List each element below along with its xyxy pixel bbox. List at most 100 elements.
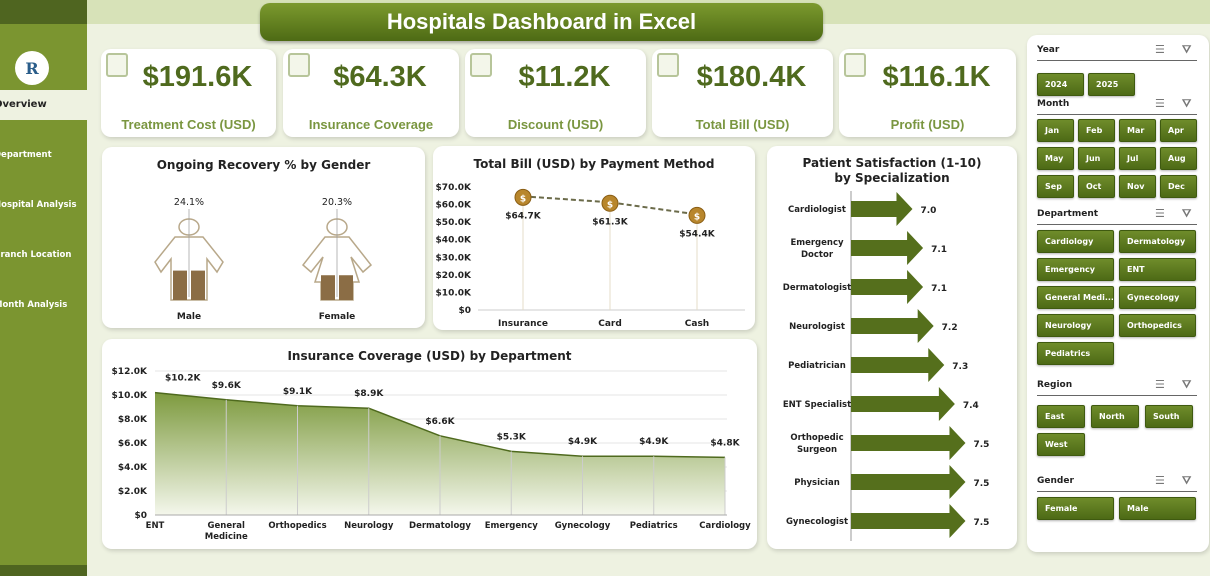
category-label: Male <box>177 312 201 322</box>
recovery-chart: 24.1% Male 20.3% Female <box>154 197 373 322</box>
multi-select-icon[interactable]: ☰ <box>1155 43 1165 56</box>
slicer-button[interactable]: Gynecology <box>1119 286 1196 309</box>
slicer-button[interactable]: South <box>1145 405 1193 428</box>
data-label: $4.9K <box>639 437 669 447</box>
category-label: Gynecology <box>555 521 611 531</box>
slicer-button[interactable]: Feb <box>1078 119 1115 142</box>
recovery-card: Ongoing Recovery % by Gender 24.1% Male 20… <box>102 147 425 328</box>
category-label: Orthopedic Surgeon <box>790 433 843 455</box>
kpi-value: $64.3K <box>333 61 427 93</box>
kpi-card: $180.4K Total Bill (USD) <box>652 49 833 137</box>
category-label: Neurology <box>344 521 394 531</box>
category-label: Dermatology <box>409 521 471 531</box>
slicer-button[interactable]: West <box>1037 433 1085 456</box>
kpi-label: Total Bill (USD) <box>695 117 790 132</box>
kpi-card: $116.1K Profit (USD) <box>839 49 1016 137</box>
dollar-sign: $ <box>520 194 526 204</box>
slicer-button[interactable]: May <box>1037 147 1074 170</box>
data-label: $4.8K <box>710 438 740 448</box>
slicer-button[interactable]: 2024 <box>1037 73 1084 96</box>
page-title: Hospitals Dashboard in Excel <box>260 3 823 41</box>
clear-filter-icon[interactable]: ⛛ <box>1182 474 1192 487</box>
slicer-button[interactable]: Pediatrics <box>1037 342 1114 365</box>
male-figure: 24.1% Male <box>154 197 224 322</box>
nav-item-overview[interactable]: Overview <box>0 90 87 120</box>
clear-filter-icon[interactable]: ⛛ <box>1182 207 1192 220</box>
kpi-value: $180.4K <box>696 61 807 93</box>
fill-bar <box>173 270 187 300</box>
data-label: $54.4K <box>679 229 715 239</box>
nav-item-department[interactable]: Department <box>0 150 52 160</box>
slicer-button[interactable]: Dec <box>1160 175 1197 198</box>
y-tick-label: $4.0K <box>118 463 148 473</box>
slicer-button[interactable]: North <box>1091 405 1139 428</box>
multi-select-icon[interactable]: ☰ <box>1155 207 1165 220</box>
kpi-card: $11.2K Discount (USD) <box>465 49 646 137</box>
body-outline <box>154 236 224 301</box>
slicer-button[interactable]: Male <box>1119 497 1196 520</box>
multi-select-icon[interactable]: ☰ <box>1155 378 1165 391</box>
category-label: General Medicine <box>205 521 248 542</box>
fill-bar <box>191 270 205 300</box>
slicer-button[interactable]: ENT <box>1119 258 1196 281</box>
slicer-button[interactable]: Jul <box>1119 147 1156 170</box>
fill-bar <box>321 275 335 300</box>
nav-item-branch-location[interactable]: Branch Location <box>0 250 72 260</box>
money-bag-icon <box>688 206 706 224</box>
kpi-label: Profit (USD) <box>890 117 965 132</box>
nav-item-month-analysis[interactable]: Month Analysis <box>0 300 68 310</box>
area-line <box>154 391 726 459</box>
slicer-button[interactable]: General Medi... <box>1037 286 1114 309</box>
slicer-button[interactable]: Jan <box>1037 119 1074 142</box>
slicer-button[interactable]: Oct <box>1078 175 1115 198</box>
slicer-button[interactable]: 2025 <box>1088 73 1135 96</box>
slicer-button[interactable]: Neurology <box>1037 314 1114 337</box>
kpi-label: Insurance Coverage <box>308 117 434 132</box>
y-tick-label: $8.0K <box>118 415 148 425</box>
nav-item-hospital-analysis[interactable]: Hospital Analysis <box>0 200 77 210</box>
y-tick-label: $20.0K <box>436 271 472 281</box>
data-label: $9.6K <box>212 381 242 391</box>
data-label: 7.1 <box>931 245 947 255</box>
slicer-title: Month <box>1037 99 1070 109</box>
y-tick-label: $2.0K <box>118 487 148 497</box>
slicer-button[interactable]: Mar <box>1119 119 1156 142</box>
data-label: 7.5 <box>973 440 989 450</box>
arrow-bar <box>851 426 966 460</box>
slicer-header-department: Department ☰ ⛛ <box>1037 207 1197 225</box>
slicer-button[interactable]: Emergency <box>1037 258 1114 281</box>
arrow-bar <box>851 270 924 304</box>
clear-filter-icon[interactable]: ⛛ <box>1182 97 1192 110</box>
arrow-bar <box>851 504 966 538</box>
slicer-button[interactable]: Cardiology <box>1037 230 1114 253</box>
category-label: Orthopedics <box>268 521 326 531</box>
slicer-button[interactable]: Jun <box>1078 147 1115 170</box>
category-label: Pediatrician <box>788 361 846 371</box>
slicer-title: Gender <box>1037 476 1074 486</box>
arrow-bar <box>851 465 966 499</box>
category-label: ENT <box>146 521 165 531</box>
multi-select-icon[interactable]: ☰ <box>1155 474 1165 487</box>
kpi-value: $116.1K <box>882 61 991 93</box>
y-tick-label: $6.0K <box>118 439 148 449</box>
data-label: $5.3K <box>497 432 527 442</box>
slicer-title: Department <box>1037 209 1099 219</box>
slicer-button[interactable]: Aug <box>1160 147 1197 170</box>
kpi-value: $191.6K <box>142 61 253 93</box>
slicer-button[interactable]: East <box>1037 405 1085 428</box>
clear-filter-icon[interactable]: ⛛ <box>1182 378 1192 391</box>
profit-chart-icon <box>844 53 866 77</box>
chart-title: Total Bill (USD) by Payment Method <box>473 157 715 171</box>
slicer-header-year: Year ☰ ⛛ <box>1037 43 1197 61</box>
slicer-button[interactable]: Apr <box>1160 119 1197 142</box>
slicer-button[interactable]: Dermatology <box>1119 230 1196 253</box>
clear-filter-icon[interactable]: ⛛ <box>1182 43 1192 56</box>
kpi-value: $11.2K <box>518 61 611 93</box>
multi-select-icon[interactable]: ☰ <box>1155 97 1165 110</box>
arrow-bar <box>851 231 924 265</box>
slicer-button[interactable]: Nov <box>1119 175 1156 198</box>
slicer-button[interactable]: Orthopedics <box>1119 314 1196 337</box>
category-label: Physician <box>794 478 840 488</box>
slicer-button[interactable]: Sep <box>1037 175 1074 198</box>
slicer-button[interactable]: Female <box>1037 497 1114 520</box>
